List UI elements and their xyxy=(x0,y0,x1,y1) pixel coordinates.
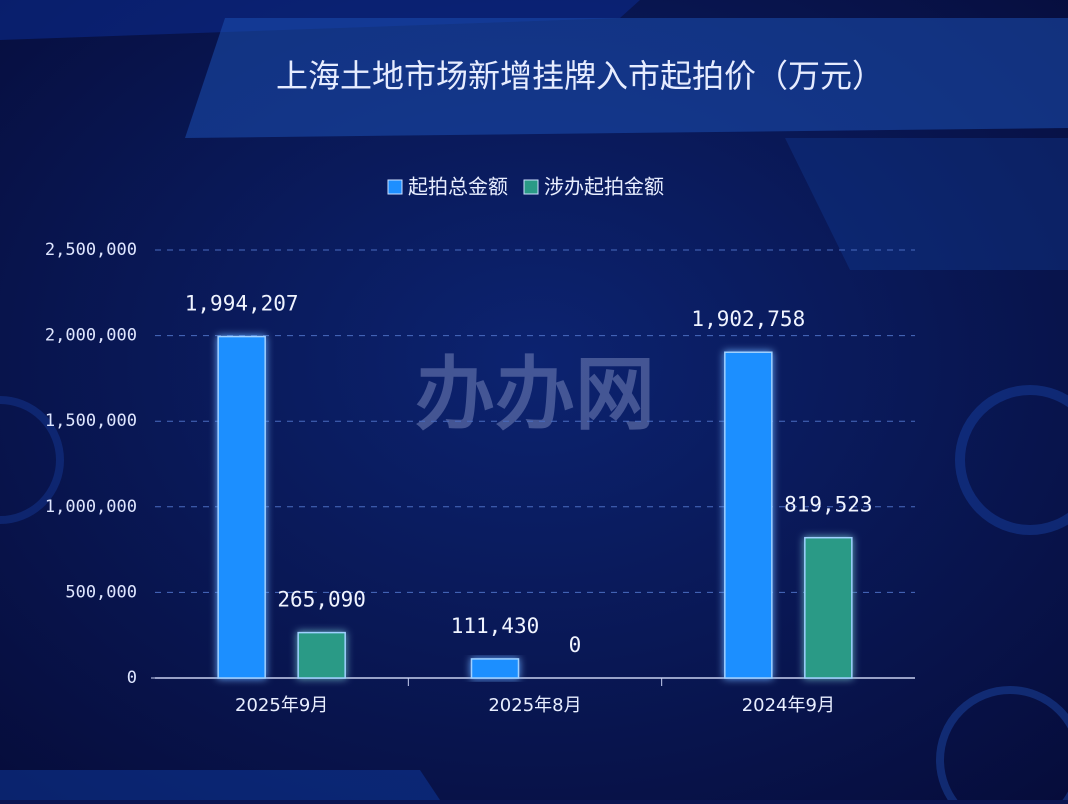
bar xyxy=(804,536,853,679)
decor-ring xyxy=(955,385,1068,535)
value-label: 111,430 xyxy=(451,614,540,638)
decor-band xyxy=(785,138,1068,270)
value-label: 265,090 xyxy=(277,588,366,612)
legend-label: 起拍总金额 xyxy=(408,175,508,199)
value-label: 819,523 xyxy=(784,493,873,517)
value-label: 0 xyxy=(569,633,582,657)
value-label: 1,902,758 xyxy=(691,307,805,331)
legend-swatch xyxy=(387,179,403,195)
value-label: 1,994,207 xyxy=(185,292,299,316)
y-tick-label: 0 xyxy=(127,668,137,688)
x-tick-label: 2025年8月 xyxy=(488,695,581,716)
bar xyxy=(724,351,773,679)
y-tick-label: 500,000 xyxy=(65,582,137,602)
legend-swatch xyxy=(523,179,539,195)
y-tick-label: 1,500,000 xyxy=(45,411,137,431)
x-tick-label: 2024年9月 xyxy=(742,695,835,716)
bar xyxy=(470,658,520,679)
x-tick-label: 2025年9月 xyxy=(235,695,328,716)
y-tick-label: 1,000,000 xyxy=(45,497,137,517)
chart-title: 上海土地市场新增挂牌入市起拍价（万元） xyxy=(276,57,884,95)
y-tick-label: 2,500,000 xyxy=(45,240,137,260)
legend-label: 涉办起拍金额 xyxy=(544,175,664,199)
decor-ring xyxy=(936,686,1068,804)
bar xyxy=(217,335,266,679)
watermark: 办办网 xyxy=(415,348,655,441)
decor-band xyxy=(0,770,440,800)
y-tick-label: 2,000,000 xyxy=(45,326,137,346)
bar xyxy=(297,631,346,679)
title-banner xyxy=(185,18,1068,138)
decor-ring xyxy=(0,396,64,524)
